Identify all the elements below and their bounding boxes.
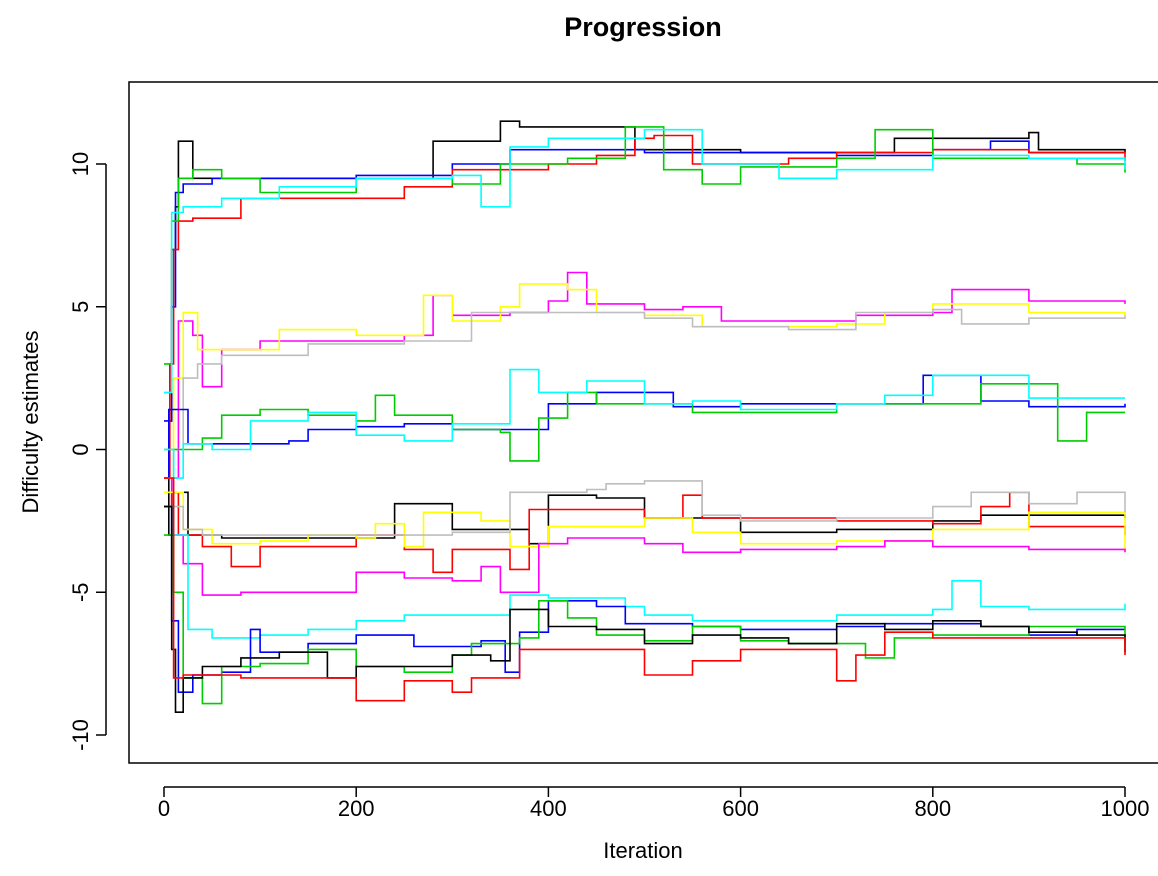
y-tick-label: 0: [68, 443, 93, 455]
series-line-11: [164, 368, 1125, 479]
series-line-17: [164, 505, 1126, 639]
y-axis-label: Difficulty estimates: [18, 331, 43, 514]
series-line-14: [164, 491, 1126, 553]
x-tick-label: 0: [158, 796, 170, 821]
x-tick-label: 600: [722, 796, 759, 821]
series-line-4: [164, 126, 1126, 365]
x-axis-label: Iteration: [603, 838, 683, 863]
y-axis: -10 -5 0 5 10: [68, 152, 107, 751]
y-tick-label: -10: [68, 719, 93, 751]
series-line-13: [164, 491, 1126, 574]
series-line-5: [164, 128, 1126, 394]
series-line-6: [164, 271, 1126, 508]
series-line-3: [164, 134, 1126, 479]
series-line-10: [164, 383, 1125, 462]
y-tick-label: 10: [68, 152, 93, 176]
x-axis: 0 200 400 600 800 1000: [158, 786, 1150, 821]
x-tick-label: 200: [338, 796, 375, 821]
series-line-16: [164, 505, 1126, 596]
series-line-9: [164, 374, 1126, 479]
x-tick-label: 800: [914, 796, 951, 821]
chart-title: Progression: [564, 12, 722, 42]
series-line-15: [164, 477, 1126, 536]
series-line-21: [164, 477, 1126, 702]
series-line-20: [164, 505, 1126, 713]
series-line-1: [164, 120, 1126, 479]
x-tick-label: 400: [530, 796, 567, 821]
series-line-19: [164, 534, 1126, 705]
y-tick-label: -5: [68, 582, 93, 602]
x-tick-label: 1000: [1101, 796, 1150, 821]
series-line-8: [164, 308, 1126, 508]
series-layer: [164, 120, 1126, 713]
series-line-7: [164, 283, 1126, 479]
y-tick-label: 5: [68, 301, 93, 313]
plot-frame: [128, 81, 1158, 764]
